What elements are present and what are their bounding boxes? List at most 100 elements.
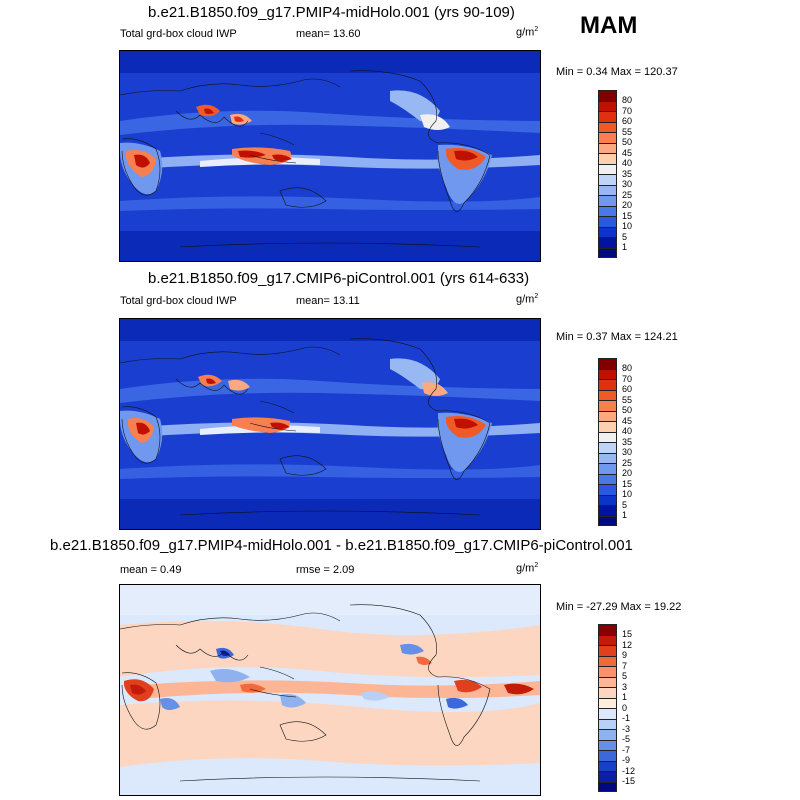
- colorbar-label: 60: [622, 384, 633, 394]
- panel-middle-minmax: Min = 0.37 Max = 124.21: [556, 331, 678, 343]
- colorbar-swatch: [598, 184, 617, 195]
- colorbar-swatch: [598, 750, 617, 761]
- colorbar-swatch: [598, 505, 617, 516]
- colorbar-label: 15: [622, 210, 633, 221]
- colorbar-swatch: [598, 153, 617, 164]
- panel-middle-map: [119, 318, 541, 530]
- colorbar-label: 45: [622, 147, 633, 158]
- panel-bottom-mean: mean = 0.49: [120, 564, 182, 576]
- iwp-difference-map: [120, 585, 540, 795]
- colorbar-label: 60: [622, 116, 633, 126]
- colorbar-swatch: [598, 247, 617, 258]
- colorbar-label: 35: [622, 436, 633, 447]
- colorbar-label: 25: [622, 189, 633, 200]
- colorbar-label: 0: [622, 702, 628, 713]
- colorbar-label: 30: [622, 447, 633, 457]
- colorbar-label: 1: [622, 242, 628, 252]
- panel-bottom-rmse: rmse = 2.09: [296, 564, 355, 576]
- colorbar-swatch: [598, 494, 617, 505]
- colorbar-swatch: [598, 473, 617, 484]
- colorbar-label: -7: [622, 744, 631, 755]
- colorbar-swatch: [598, 729, 617, 740]
- colorbar-swatch: [598, 389, 617, 400]
- colorbar-label: 55: [622, 394, 633, 405]
- colorbar-swatch: [598, 100, 617, 111]
- colorbar-label: 45: [622, 415, 633, 426]
- colorbar-swatch: [598, 697, 617, 708]
- colorbar-label: 55: [622, 126, 633, 137]
- colorbar-swatch: [598, 205, 617, 216]
- panel-middle-colorbar: 80 70 60 55 50 45 40 35 30 25 20 15 10 5 1: [598, 358, 658, 526]
- colorbar-label: 80: [622, 363, 633, 373]
- panel-top-minmax: Min = 0.34 Max = 120.37: [556, 66, 678, 78]
- panel-bottom-units: g/m2: [516, 562, 539, 575]
- panel-top-units: g/m2: [516, 26, 539, 39]
- colorbar-label: -15: [622, 776, 636, 786]
- colorbar-swatch: [598, 687, 617, 698]
- colorbar-label: 1: [622, 692, 628, 702]
- colorbar-swatch: [598, 676, 617, 687]
- colorbar-label: 30: [622, 179, 633, 189]
- colorbar-swatch: [598, 781, 617, 792]
- colorbar-label: 5: [622, 499, 628, 510]
- colorbar-label: -9: [622, 755, 631, 765]
- panel-middle-units: g/m2: [516, 293, 539, 306]
- colorbar-swatch: [598, 463, 617, 474]
- panel-bottom-minmax: Min = -27.29 Max = 19.22: [556, 601, 682, 613]
- colorbar-swatch: [598, 655, 617, 666]
- colorbar-swatch: [598, 515, 617, 526]
- colorbar-swatch: [598, 195, 617, 206]
- colorbar-label: -5: [622, 734, 631, 744]
- colorbar-label: 40: [622, 158, 633, 168]
- panel-middle-variable: Total grd-box cloud IWP: [120, 295, 237, 307]
- colorbar-label: 40: [622, 426, 633, 436]
- colorbar-label: 1: [622, 510, 628, 520]
- colorbar-swatch: [598, 368, 617, 379]
- panel-bottom-colorbar: 15 12 9 7 5 3 1 0 -1 -3 -5 -7 -9 -12 -15: [598, 624, 658, 792]
- colorbar-swatch: [598, 174, 617, 185]
- panel-top-colorbar: 80 70 60 55 50 45 40 35 30 25 20 15 10 5 1: [598, 90, 658, 258]
- colorbar-swatch: [598, 163, 617, 174]
- colorbar-swatch: [598, 718, 617, 729]
- colorbar-swatch: [598, 760, 617, 771]
- colorbar-label: 80: [622, 95, 633, 105]
- season-label: MAM: [580, 12, 638, 39]
- colorbar-swatch: [598, 132, 617, 143]
- colorbar-label: 50: [622, 405, 633, 415]
- colorbar-swatch: [598, 237, 617, 248]
- colorbar-label: 10: [622, 221, 633, 231]
- colorbar-label: 70: [622, 373, 633, 384]
- panel-top-variable: Total grd-box cloud IWP: [120, 28, 237, 40]
- colorbar-swatch: [598, 739, 617, 750]
- colorbar-swatch: [598, 421, 617, 432]
- colorbar-label: 15: [622, 629, 633, 639]
- colorbar-swatch: [598, 379, 617, 390]
- colorbar-label: -1: [622, 713, 631, 723]
- colorbar-swatch: [598, 111, 617, 122]
- panel-bottom-title: b.e21.B1850.f09_g17.PMIP4-midHolo.001 - …: [50, 537, 633, 554]
- colorbar-swatch: [598, 431, 617, 442]
- iwp-map-midholo: [120, 51, 540, 261]
- colorbar-swatch: [598, 666, 617, 677]
- colorbar-swatch: [598, 645, 617, 656]
- panel-top-title: b.e21.B1850.f09_g17.PMIP4-midHolo.001 (y…: [148, 4, 515, 21]
- panel-top-mean: mean= 13.60: [296, 28, 361, 40]
- colorbar-label: 20: [622, 200, 633, 210]
- colorbar-label: -12: [622, 765, 636, 776]
- colorbar-label: 20: [622, 468, 633, 478]
- colorbar-swatch: [598, 121, 617, 132]
- colorbar-swatch: [598, 226, 617, 237]
- colorbar-swatch: [598, 484, 617, 495]
- colorbar-label: 35: [622, 168, 633, 179]
- colorbar-swatch: [598, 452, 617, 463]
- panel-middle-title: b.e21.B1850.f09_g17.CMIP6-piControl.001 …: [148, 270, 530, 287]
- colorbar-label: 25: [622, 457, 633, 468]
- colorbar-label: 5: [622, 231, 628, 242]
- panel-middle-mean: mean= 13.11: [296, 295, 360, 307]
- colorbar-swatch: [598, 142, 617, 153]
- colorbar-swatch: [598, 708, 617, 719]
- colorbar-label: 15: [622, 478, 633, 489]
- colorbar-label: 3: [622, 681, 628, 692]
- iwp-map-picontrol: [120, 319, 540, 529]
- colorbar-swatch: [598, 410, 617, 421]
